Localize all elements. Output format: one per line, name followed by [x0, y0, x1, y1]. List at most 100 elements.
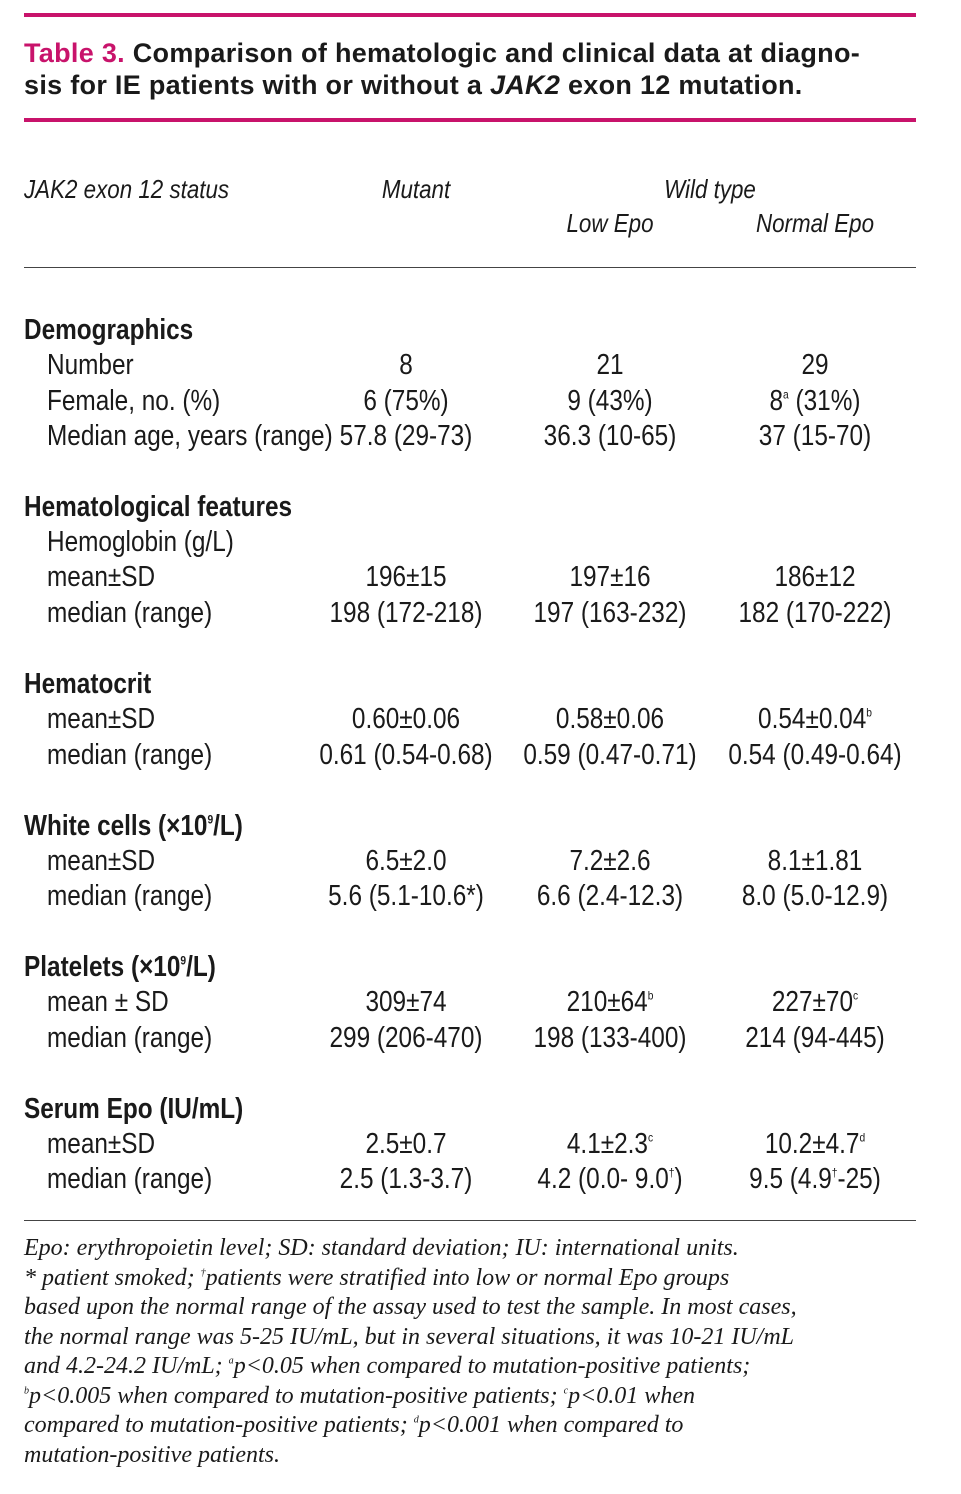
footnote-line: and 4.2-24.2 IU/mL; ap<0.05 when compare…: [24, 1352, 924, 1382]
cell-low-epo: 7.2±2.6: [569, 845, 651, 877]
exponent: 9: [207, 812, 214, 827]
cell-low-epo: 0.58±0.06: [555, 703, 665, 735]
cell-normal-epo: 227±70c: [714, 985, 916, 1019]
row-label: mean±SD: [47, 1128, 156, 1160]
table-bottom-rule: [24, 1220, 916, 1221]
sub-label-hemoglobin: Hemoglobin (g/L): [47, 526, 234, 558]
section-title-demographics: Demographics: [24, 314, 194, 346]
header-status: JAK2 exon 12 status: [24, 174, 230, 204]
cell-normal-epo: 8.1±1.81: [767, 845, 863, 877]
footnote-line: Epo: erythropoietin level; SD: standard …: [24, 1235, 739, 1261]
cell-mutant: 299 (206-470): [329, 1022, 483, 1054]
cell-mutant: 0.60±0.06: [351, 703, 461, 735]
cell-normal-epo: 182 (170-222): [738, 597, 892, 629]
cell-mutant: 309±74: [365, 986, 447, 1018]
row-label: median (range): [47, 1022, 213, 1054]
cell-low-epo: 210±64b: [509, 985, 711, 1019]
row-label: median (range): [47, 597, 213, 629]
cell-normal-epo: 186±12: [774, 561, 856, 593]
footnote-text: p<0.005 when compared to mutation-positi…: [29, 1382, 564, 1409]
footnote-line: the normal range was 5-25 IU/mL, but in …: [24, 1323, 795, 1350]
section-title-platelets: Platelets (×109/L): [24, 950, 216, 984]
cell-normal-epo: 8.0 (5.0-12.9): [741, 880, 889, 912]
footnote-line: mutation-positive patients.: [24, 1441, 280, 1468]
caption-text-3: exon 12 mutation.: [560, 70, 803, 100]
cell-value: ): [674, 1163, 683, 1195]
section-title-text: Platelets (×10: [24, 951, 181, 983]
row-label: Median age, years (range): [47, 420, 333, 452]
cell-value: 0.54±0.04: [758, 703, 867, 735]
caption-label: Table 3.: [24, 38, 125, 68]
cell-normal-epo: 29: [801, 349, 829, 381]
section-title-hematocrit: Hematocrit: [24, 668, 152, 700]
footnote-marker: b: [24, 1384, 30, 1396]
footnote-marker: c: [852, 988, 859, 1003]
cell-mutant: 6.5±2.0: [365, 845, 447, 877]
cell-low-epo: 197±16: [569, 561, 651, 593]
cell-mutant: 0.61 (0.54-0.68): [319, 739, 493, 771]
cell-value: 9.5 (4.9: [749, 1163, 832, 1195]
header-low-epo: Low Epo: [566, 208, 654, 238]
section-title-white-cells: White cells (×109/L): [24, 809, 243, 843]
footnote-text: patients were stratified into low or nor…: [205, 1264, 730, 1291]
cell-low-epo: 6.6 (2.4-12.3): [536, 880, 684, 912]
section-title-text: /L): [186, 951, 216, 983]
header-wild-type: Wild type: [664, 174, 756, 204]
footnote-marker: †: [831, 1165, 838, 1180]
cell-normal-epo: 0.54 (0.49-0.64): [728, 739, 902, 771]
footnote-marker: †: [200, 1266, 206, 1278]
footnote-line: compared to mutation-positive patients; …: [24, 1411, 924, 1441]
footnote-marker: d: [859, 1130, 866, 1145]
cell-normal-epo: 37 (15-70): [758, 420, 872, 452]
cell-low-epo: 9 (43%): [567, 385, 653, 417]
caption-bottom-rule: [24, 118, 916, 122]
header-normal-epo: Normal Epo: [755, 208, 875, 238]
cell-mutant: 196±15: [365, 561, 447, 593]
row-label: mean ± SD: [47, 986, 169, 1018]
footnote-marker: b: [647, 988, 654, 1003]
cell-mutant: 198 (172-218): [329, 597, 483, 629]
row-label: median (range): [47, 880, 213, 912]
cell-low-epo: 198 (133-400): [533, 1022, 687, 1054]
row-label: median (range): [47, 1163, 213, 1195]
cell-mutant: 8: [399, 349, 413, 381]
row-label: Female, no. (%): [47, 385, 221, 417]
cell-value: -25): [837, 1163, 881, 1195]
cell-value: 10.2±4.7: [764, 1128, 860, 1160]
footnote-text: p<0.01 when: [568, 1382, 695, 1409]
footnote-line: bp<0.005 when compared to mutation-posit…: [24, 1382, 924, 1412]
footnote-marker: d: [413, 1414, 419, 1426]
cell-normal-epo: 10.2±4.7d: [714, 1127, 916, 1161]
footnote-text: compared to mutation-positive patients;: [24, 1412, 414, 1438]
cell-normal-epo: 9.5 (4.9†-25): [714, 1162, 916, 1196]
section-title-hematological: Hematological features: [24, 491, 293, 523]
footnote-text: p<0.001 when compared to: [418, 1412, 684, 1438]
cell-low-epo: 0.59 (0.47-0.71): [523, 739, 697, 771]
row-label: mean±SD: [47, 561, 156, 593]
footnote-text: p<0.05 when compared to mutation-positiv…: [233, 1353, 751, 1379]
footnote-marker: c: [647, 1130, 654, 1145]
table-footnotes: Epo: erythropoietin level; SD: standard …: [24, 1234, 924, 1470]
cell-mutant: 57.8 (29-73): [339, 420, 473, 452]
cell-value: 4.2 (0.0- 9.0: [537, 1163, 669, 1195]
row-label: mean±SD: [47, 845, 156, 877]
caption-gene: JAK2: [489, 70, 561, 100]
cell-mutant: 2.5±0.7: [365, 1128, 447, 1160]
row-label: mean±SD: [47, 703, 156, 735]
cell-low-epo: 4.1±2.3c: [509, 1127, 711, 1161]
cell-value: (31%): [788, 385, 861, 417]
footnote-text: * patient smoked;: [24, 1264, 201, 1291]
section-title-text: /L): [213, 810, 243, 842]
footnote-marker: a: [228, 1355, 234, 1367]
cell-low-epo: 197 (163-232): [533, 597, 687, 629]
footnote-marker: c: [563, 1384, 569, 1396]
cell-low-epo: 36.3 (10-65): [543, 420, 677, 452]
cell-value: 4.1±2.3: [566, 1128, 648, 1160]
footnote-text: and 4.2-24.2 IU/mL;: [24, 1353, 229, 1379]
footnote-marker: b: [866, 705, 872, 720]
cell-mutant: 2.5 (1.3-3.7): [339, 1163, 473, 1195]
row-label: median (range): [47, 739, 213, 771]
cell-low-epo: 4.2 (0.0- 9.0†): [509, 1162, 711, 1196]
caption-text-2: sis for IE patients with or without a: [24, 70, 490, 100]
exponent: 9: [180, 953, 187, 968]
